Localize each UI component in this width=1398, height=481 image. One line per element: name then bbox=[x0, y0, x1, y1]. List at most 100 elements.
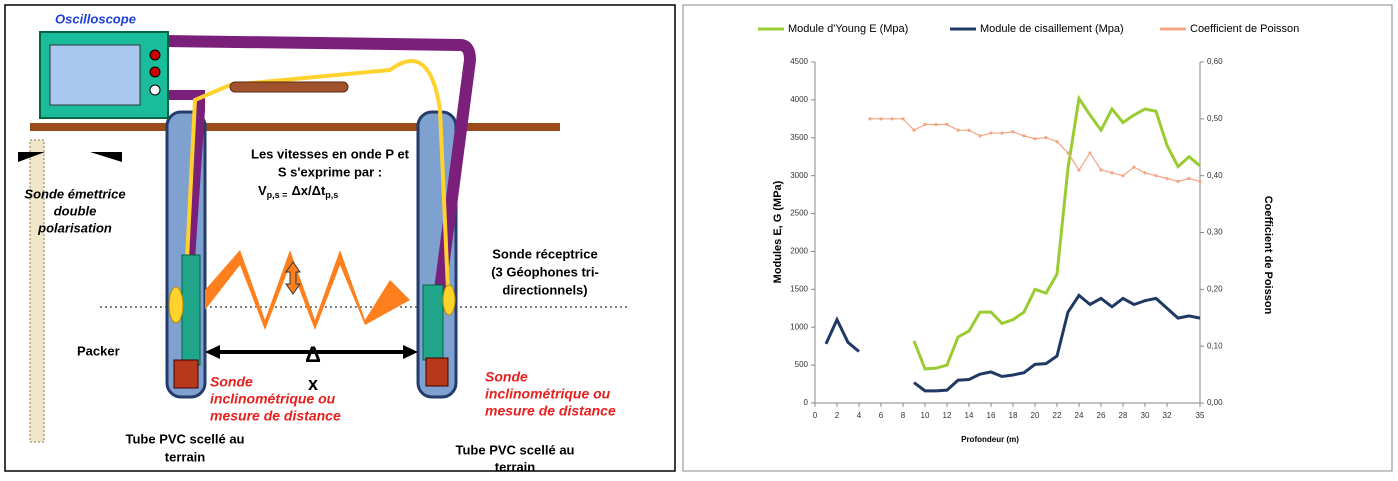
y2-tick-label: 0,10 bbox=[1207, 341, 1223, 350]
point bbox=[1066, 151, 1069, 154]
x-axis-title: Profondeur (m) bbox=[961, 435, 1019, 444]
inclinometer bbox=[174, 360, 198, 388]
label: Sonde réceptrice bbox=[492, 246, 598, 261]
label: mesure de distance bbox=[210, 408, 341, 424]
label: Sonde bbox=[485, 369, 528, 385]
label: (3 Géophones tri- bbox=[491, 264, 599, 279]
formula-part: Δx/Δt bbox=[291, 183, 326, 198]
knob bbox=[150, 67, 160, 77]
label: inclinométrique ou bbox=[485, 386, 611, 402]
x-tick-label: 35 bbox=[1196, 411, 1205, 420]
point bbox=[956, 129, 959, 132]
point bbox=[923, 123, 926, 126]
x-tick-label: 12 bbox=[943, 411, 952, 420]
page: Oscilloscope Les vitesses en onde P et S… bbox=[0, 0, 1398, 476]
x-tick-label: 2 bbox=[835, 411, 840, 420]
point bbox=[1176, 180, 1179, 183]
x-tick-label: 26 bbox=[1097, 411, 1106, 420]
x-tick-label: 0 bbox=[813, 411, 818, 420]
x-tick-label: 4 bbox=[857, 411, 862, 420]
x-tick-label: 32 bbox=[1163, 411, 1172, 420]
y-tick-label: 3000 bbox=[790, 171, 808, 180]
chart-frame bbox=[683, 5, 1392, 471]
point bbox=[1044, 136, 1047, 139]
y2-axis-title: Coefficient de Poisson bbox=[1262, 196, 1274, 315]
x-tick-label: 24 bbox=[1075, 411, 1084, 420]
x-tick-label: 16 bbox=[987, 411, 996, 420]
label: double bbox=[54, 203, 97, 218]
x-tick-label: 18 bbox=[1009, 411, 1018, 420]
y-tick-label: 2500 bbox=[790, 209, 808, 218]
y-tick-label: 4000 bbox=[790, 95, 808, 104]
packer bbox=[169, 287, 183, 323]
y-tick-label: 3500 bbox=[790, 133, 808, 142]
x-tick-label: 22 bbox=[1053, 411, 1062, 420]
legend-label: Coefficient de Poisson bbox=[1190, 23, 1299, 35]
legend-label: Module d'Young E (Mpa) bbox=[788, 23, 908, 35]
formula-part: V bbox=[258, 183, 267, 198]
knob bbox=[150, 50, 160, 60]
y-tick-label: 1500 bbox=[790, 284, 808, 293]
label: Oscilloscope bbox=[55, 11, 136, 26]
point bbox=[978, 134, 981, 137]
point bbox=[1099, 168, 1102, 171]
label: Sonde bbox=[210, 374, 253, 390]
point bbox=[967, 129, 970, 132]
point bbox=[1165, 177, 1168, 180]
packer bbox=[443, 285, 455, 315]
formula-part: p,s = bbox=[267, 190, 288, 200]
point bbox=[945, 123, 948, 126]
y2-tick-label: 0,50 bbox=[1207, 114, 1223, 123]
point bbox=[890, 117, 893, 120]
y-tick-label: 1000 bbox=[790, 322, 808, 331]
point bbox=[1033, 137, 1036, 140]
label: Tube PVC scellé au bbox=[456, 442, 575, 457]
x-tick-label: 10 bbox=[921, 411, 930, 420]
label: Tube PVC scellé au bbox=[126, 431, 245, 446]
y-tick-label: 500 bbox=[795, 360, 809, 369]
y2-tick-label: 0,40 bbox=[1207, 171, 1223, 180]
label: Sonde émettrice bbox=[24, 186, 125, 201]
label: terrain bbox=[165, 449, 206, 464]
point bbox=[1077, 168, 1080, 171]
x-tick-label: 20 bbox=[1031, 411, 1040, 420]
connector bbox=[230, 82, 348, 92]
x-tick-label: 6 bbox=[879, 411, 884, 420]
knob bbox=[150, 85, 160, 95]
y-tick-label: 4500 bbox=[790, 57, 808, 66]
label: Les vitesses en onde P et bbox=[251, 146, 410, 161]
label: Packer bbox=[77, 343, 120, 358]
x-tick-label: 14 bbox=[965, 411, 974, 420]
point bbox=[989, 131, 992, 134]
point bbox=[879, 117, 882, 120]
x-tick-label: 8 bbox=[901, 411, 906, 420]
formula-part: p,s bbox=[325, 190, 338, 200]
point bbox=[1011, 130, 1014, 133]
y2-tick-label: 0,00 bbox=[1207, 398, 1223, 407]
point bbox=[1000, 131, 1003, 134]
label: terrain bbox=[495, 459, 536, 474]
y-tick-label: 2000 bbox=[790, 247, 808, 256]
point bbox=[934, 123, 937, 126]
y-tick-label: 0 bbox=[804, 398, 809, 407]
oscilloscope-screen bbox=[50, 45, 140, 105]
point bbox=[1187, 177, 1190, 180]
inclinometer bbox=[426, 358, 448, 386]
point bbox=[1088, 151, 1091, 154]
y-axis-title: Modules E, G (MPa) bbox=[772, 180, 784, 283]
x-tick-label: 28 bbox=[1119, 411, 1128, 420]
x-tick-label: 30 bbox=[1141, 411, 1150, 420]
y2-tick-label: 0,20 bbox=[1207, 284, 1223, 293]
point bbox=[901, 117, 904, 120]
y2-tick-label: 0,60 bbox=[1207, 57, 1223, 66]
receiver-probe bbox=[423, 285, 443, 360]
point bbox=[1132, 166, 1135, 169]
label: polarisation bbox=[37, 220, 112, 235]
y2-tick-label: 0,30 bbox=[1207, 228, 1223, 237]
legend-label: Module de cisaillement (Mpa) bbox=[980, 23, 1124, 35]
label: Δ bbox=[305, 342, 321, 367]
point bbox=[1198, 180, 1201, 183]
point bbox=[1154, 174, 1157, 177]
label: S s'exprime par : bbox=[278, 164, 382, 179]
point bbox=[1143, 171, 1146, 174]
